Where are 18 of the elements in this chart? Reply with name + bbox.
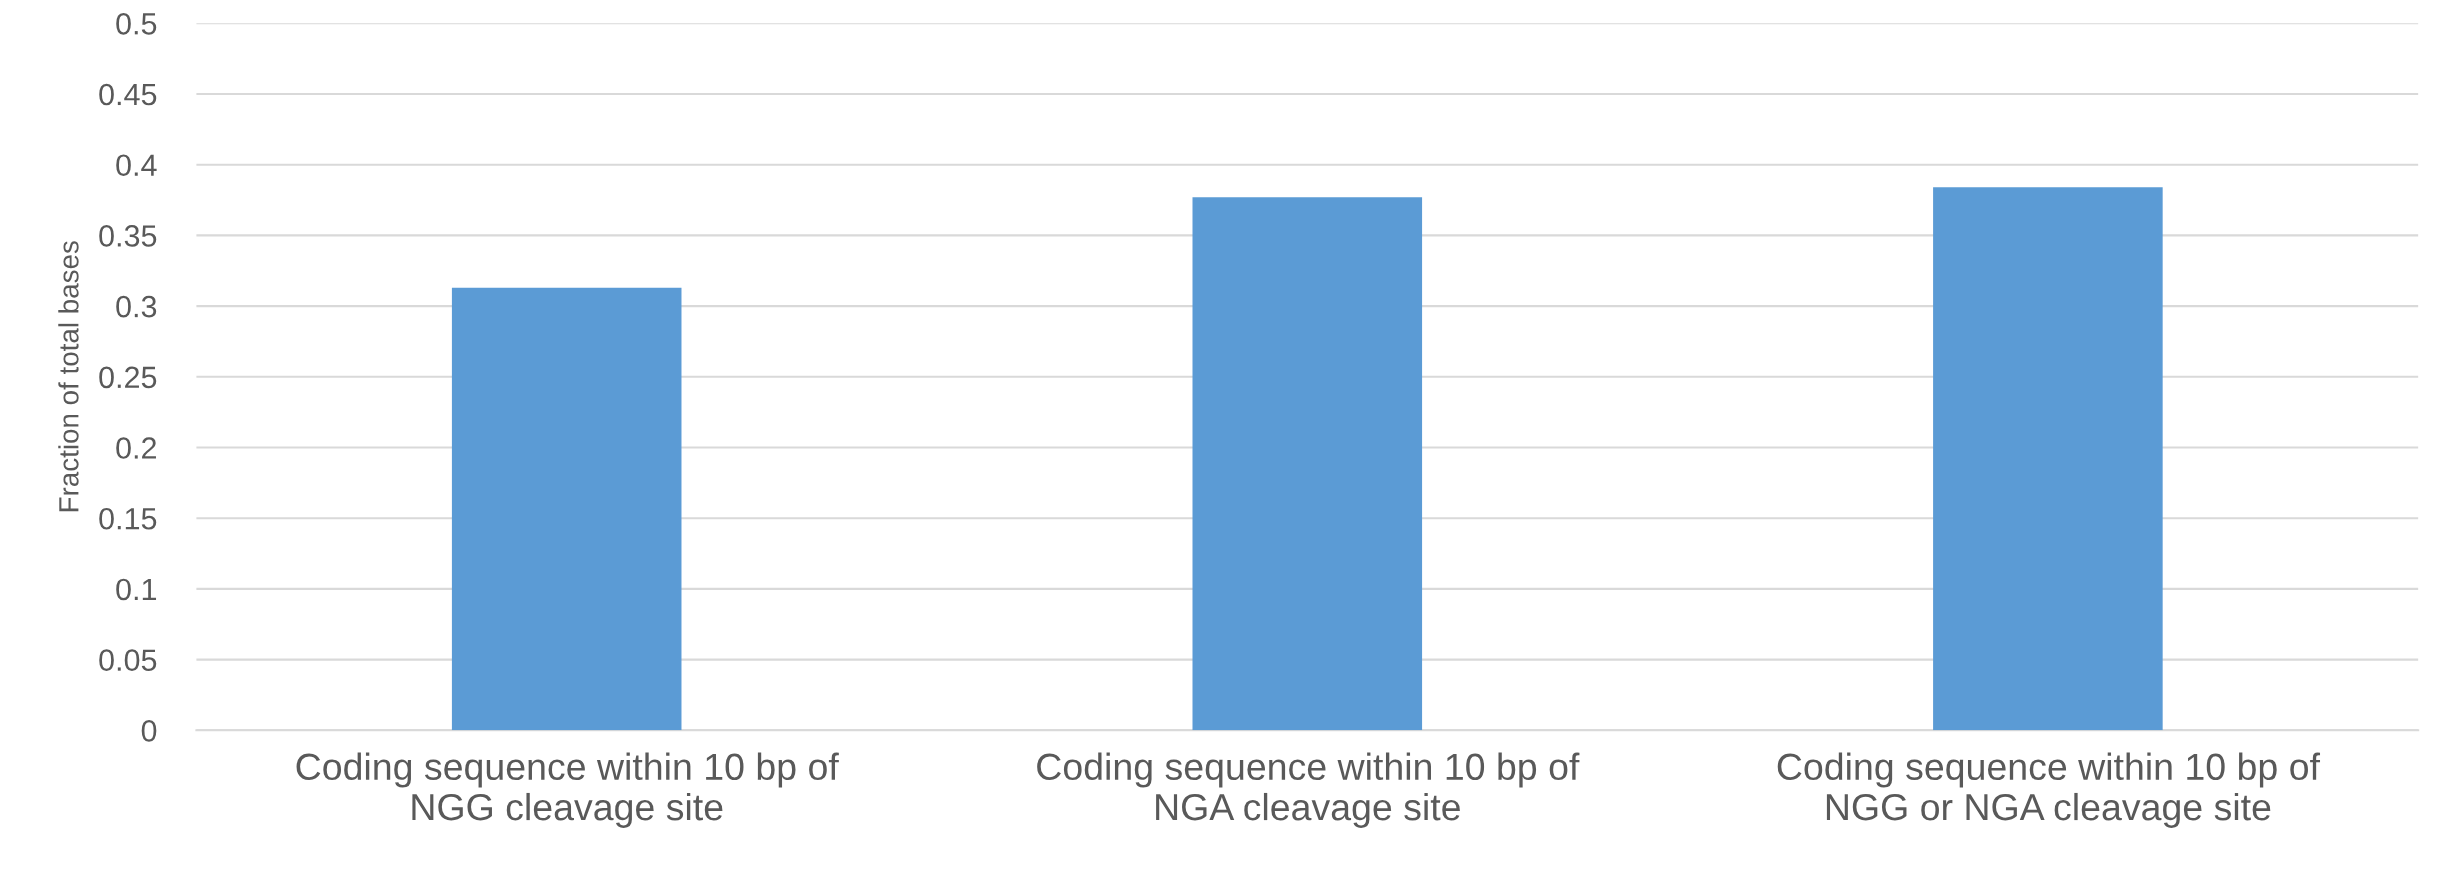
y-tick-label: 0 [141, 720, 157, 742]
y-axis-title: Fraction of total bases [58, 241, 79, 512]
bar [451, 287, 682, 731]
y-tick-label: 0.1 [116, 578, 157, 601]
y-tick-label: 0.2 [116, 437, 156, 459]
y-tick-label: 0.4 [116, 154, 157, 177]
bar [1192, 197, 1423, 731]
bar [1933, 187, 2163, 731]
x-tick-label: Coding sequence within 10 bp of NGG cleavage site [296, 752, 839, 828]
x-tick-label: Coding sequence within 10 bp of NGG or NGA cleavage site [1777, 752, 2321, 828]
y-tick-label: 0.25 [99, 366, 157, 389]
y-tick-label: 0.3 [116, 295, 157, 318]
y-tick-label: 0.15 [99, 507, 157, 530]
y-tick-label: 0.5 [116, 13, 157, 35]
x-tick-label: Coding sequence within 10 bp of NGA cleavage site [1037, 752, 1580, 828]
y-tick-label: 0.35 [99, 225, 157, 247]
y-tick-label: 0.05 [99, 649, 157, 671]
y-tick-label: 0.45 [99, 83, 157, 106]
